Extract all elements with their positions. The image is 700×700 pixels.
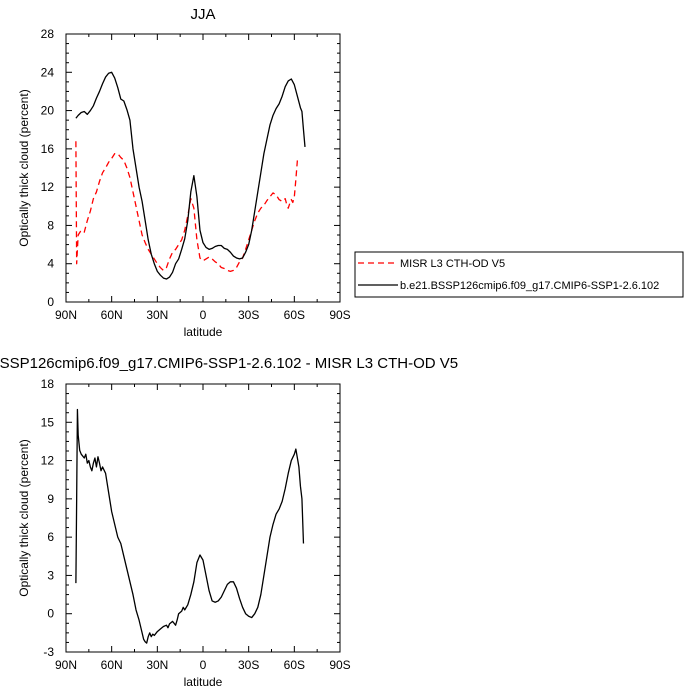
legend-label-2: b.e21.BSSP126cmip6.f09_g17.CMIP6-SSP1-2.… — [400, 280, 659, 292]
x-tick-label: 60N — [101, 658, 123, 672]
y-tick-label: 0 — [47, 607, 54, 621]
y-tick-label: 15 — [41, 415, 55, 429]
y-tick-label: 28 — [41, 27, 55, 41]
y-tick-label: 8 — [47, 218, 54, 232]
x-tick-label: 0 — [200, 308, 207, 322]
series-line-1 — [75, 408, 305, 644]
x-tick-label: 0 — [200, 658, 207, 672]
y-tick-label: 16 — [41, 142, 55, 156]
x-tick-label: 30S — [238, 308, 259, 322]
y-axis-label: Optically thick cloud (percent) — [17, 439, 31, 596]
x-tick-label: 60S — [284, 658, 305, 672]
y-tick-label: 3 — [47, 568, 54, 582]
y-tick-label: 6 — [47, 530, 54, 544]
y-tick-label: 18 — [41, 377, 55, 391]
chart-title: JJA — [190, 6, 215, 23]
series-line-1 — [75, 141, 299, 273]
x-tick-label: 90N — [55, 658, 77, 672]
x-tick-label: 90N — [55, 308, 77, 322]
x-tick-label: 60N — [101, 308, 123, 322]
series-line-2 — [75, 71, 306, 280]
y-axis-label: Optically thick cloud (percent) — [17, 89, 31, 246]
legend-box — [354, 251, 684, 298]
x-tick-label: 30N — [146, 308, 168, 322]
x-tick-label: 30S — [238, 658, 259, 672]
x-axis-label: latitude — [184, 325, 223, 339]
legend: MISR L3 CTH-OD V5 b.e21.BSSP126cmip6.f09_… — [354, 251, 684, 298]
x-tick-label: 90S — [329, 658, 350, 672]
x-tick-label: 90S — [329, 308, 350, 322]
chart-panel-2: b.e21.BSSP126cmip6.f09_g17.CMIP6-SSP1-2.… — [0, 355, 458, 689]
y-tick-label: 9 — [47, 492, 54, 506]
x-axis-label: latitude — [184, 675, 223, 689]
y-tick-label: 20 — [41, 104, 55, 118]
y-tick-label: 4 — [47, 257, 54, 271]
x-tick-label: 60S — [284, 308, 305, 322]
y-tick-label: 24 — [41, 65, 55, 79]
y-tick-label: -3 — [43, 645, 54, 659]
y-tick-label: 12 — [41, 180, 55, 194]
x-tick-label: 30N — [146, 658, 168, 672]
chart-title: b.e21.BSSP126cmip6.f09_g17.CMIP6-SSP1-2.… — [0, 355, 458, 372]
legend-label-1: MISR L3 CTH-OD V5 — [400, 258, 505, 270]
y-tick-label: 12 — [41, 454, 55, 468]
chart-panel-1: JJA 90N 60N 30N 0 30S 60S 90S 0 4 8 12 16 20 24 28 latit… — [17, 6, 684, 339]
y-tick-label: 0 — [47, 295, 54, 309]
plot-frame — [65, 383, 341, 653]
